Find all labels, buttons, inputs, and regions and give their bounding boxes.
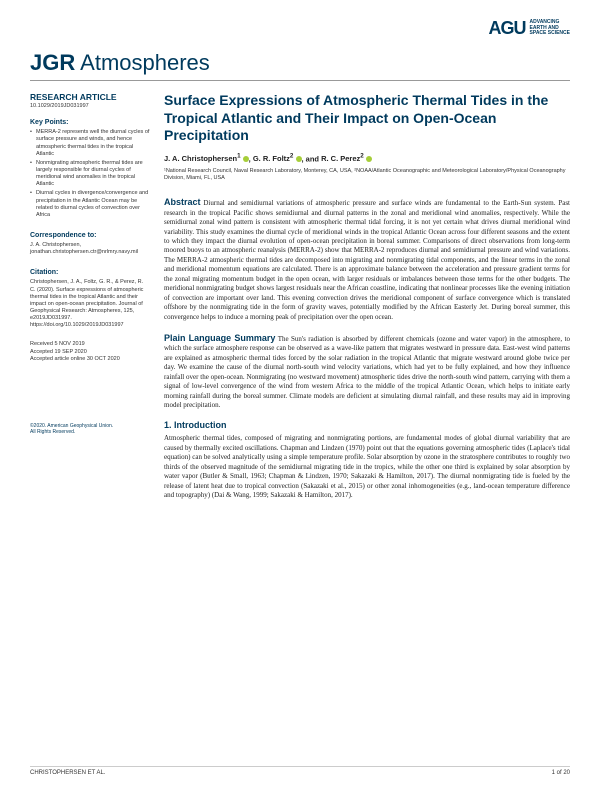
- dates-section: Received 5 NOV 2019 Accepted 19 SEP 2020…: [30, 341, 150, 362]
- keypoints-list: MERRA-2 represents well the diurnal cycl…: [30, 129, 150, 219]
- accepted-date: Accepted 19 SEP 2020: [30, 349, 150, 356]
- agu-tagline: ADVANCING EARTH AND SPACE SCIENCE: [530, 20, 570, 37]
- intro-heading: 1. Introduction: [164, 420, 570, 430]
- keypoint-item: MERRA-2 represents well the diurnal cycl…: [30, 129, 150, 158]
- citation-text: Christophersen, J. A., Foltz, G. R., & P…: [30, 279, 150, 329]
- author: J. A. Christophersen1: [164, 154, 241, 163]
- article-type: RESEARCH ARTICLE: [30, 92, 150, 103]
- doi: 10.1029/2019JD031997: [30, 103, 150, 110]
- keypoint-item: Nonmigrating atmospheric thermal tides a…: [30, 160, 150, 189]
- journal-header: JGR Atmospheres: [30, 50, 570, 81]
- citation-section: Citation: Christophersen, J. A., Foltz, …: [30, 268, 150, 329]
- article-title: Surface Expressions of Atmospheric Therm…: [164, 92, 570, 145]
- received-date: Received 5 NOV 2019: [30, 341, 150, 348]
- author: G. R. Foltz2: [253, 154, 294, 163]
- orcid-icon: [296, 156, 302, 162]
- orcid-icon: [366, 156, 372, 162]
- abstract-block: Abstract Diurnal and semidiurnal variati…: [164, 196, 570, 322]
- correspondence-text: J. A. Christophersen, jonathan.christoph…: [30, 242, 150, 256]
- online-date: Accepted article online 30 OCT 2020: [30, 356, 150, 363]
- affiliations: ¹National Research Council, Naval Resear…: [164, 168, 570, 182]
- journal-title: JGR Atmospheres: [30, 50, 570, 76]
- sidebar: RESEARCH ARTICLE 10.1029/2019JD031997 Ke…: [30, 92, 150, 511]
- correspondence-heading: Correspondence to:: [30, 231, 150, 240]
- keypoints-heading: Key Points:: [30, 118, 150, 127]
- main-grid: RESEARCH ARTICLE 10.1029/2019JD031997 Ke…: [30, 92, 570, 511]
- main-column: Surface Expressions of Atmospheric Therm…: [164, 92, 570, 511]
- orcid-icon: [243, 156, 249, 162]
- correspondence-section: Correspondence to: J. A. Christophersen,…: [30, 231, 150, 256]
- publisher-logo: AGU ADVANCING EARTH AND SPACE SCIENCE: [489, 18, 570, 39]
- intro-block: Atmospheric thermal tides, composed of m…: [164, 434, 570, 500]
- footer-right: 1 of 20: [552, 770, 570, 776]
- pls-text: The Sun's radiation is absorbed by diffe…: [164, 335, 570, 409]
- copyright: ©2020. American Geophysical Union. All R…: [30, 423, 150, 436]
- agu-mark: AGU: [489, 18, 526, 39]
- author: R. C. Perez2: [321, 154, 364, 163]
- footer-left: CHRISTOPHERSEN ET AL.: [30, 770, 105, 776]
- author-line: J. A. Christophersen1 , G. R. Foltz2 , a…: [164, 153, 570, 164]
- pls-heading: Plain Language Summary: [164, 333, 275, 343]
- page-footer: CHRISTOPHERSEN ET AL. 1 of 20: [30, 766, 570, 776]
- citation-heading: Citation:: [30, 268, 150, 277]
- abstract-heading: Abstract: [164, 197, 201, 207]
- keypoints-section: Key Points: MERRA-2 represents well the …: [30, 118, 150, 219]
- abstract-text: Diurnal and semidiurnal variations of at…: [164, 199, 570, 320]
- keypoint-item: Diurnal cycles in divergence/convergence…: [30, 190, 150, 219]
- pls-block: Plain Language Summary The Sun's radiati…: [164, 332, 570, 411]
